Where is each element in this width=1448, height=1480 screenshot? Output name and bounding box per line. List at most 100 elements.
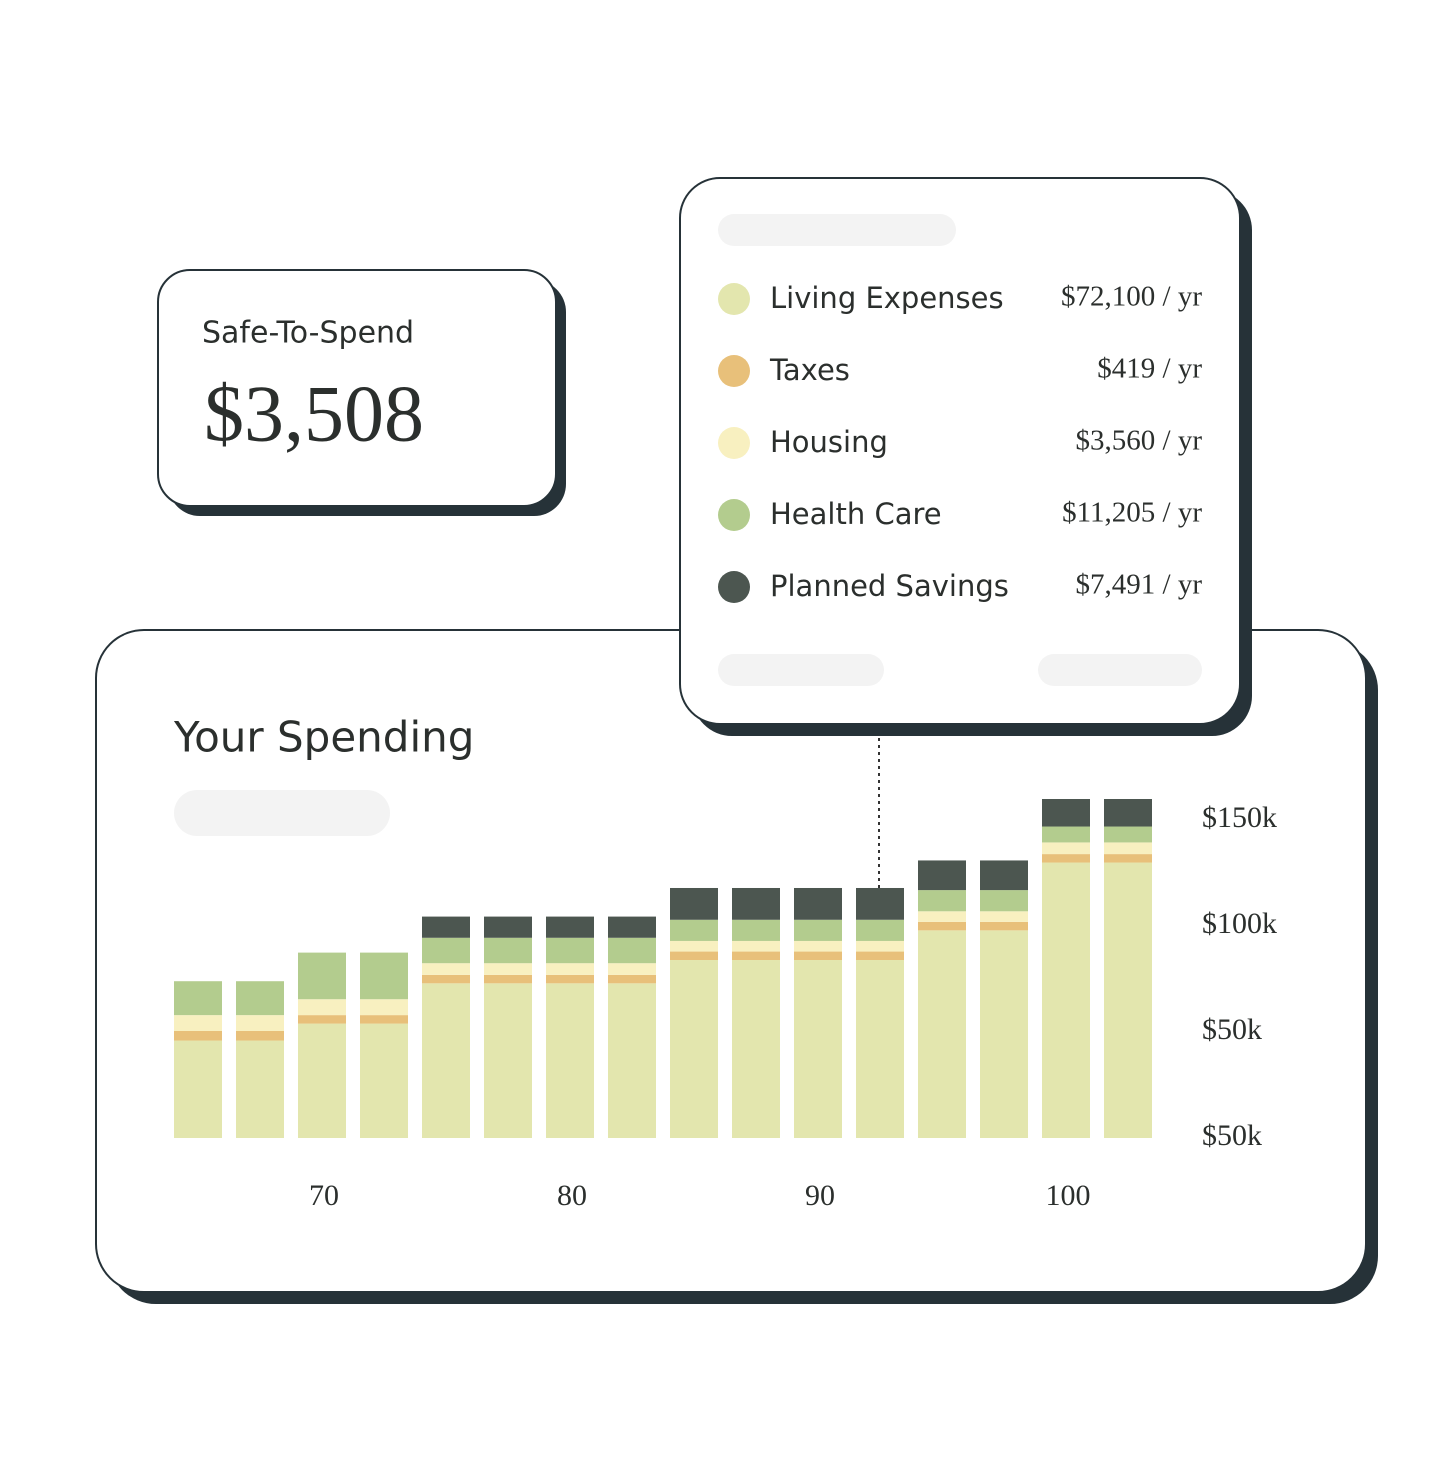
bar-segment bbox=[360, 952, 408, 1000]
bar-segment bbox=[1042, 826, 1090, 843]
bar-segment bbox=[732, 919, 780, 941]
bar-segment bbox=[670, 887, 718, 920]
bar-segment bbox=[236, 1040, 284, 1138]
bar-segment bbox=[484, 983, 532, 1138]
bar-segment bbox=[608, 963, 656, 975]
bar-segment bbox=[298, 1015, 346, 1024]
legend-label: Living Expenses bbox=[770, 281, 1004, 315]
bar-segment bbox=[1104, 862, 1152, 1138]
bar-segment bbox=[422, 974, 470, 984]
bar-segment bbox=[1042, 842, 1090, 855]
safe-amount: $3,508 bbox=[204, 370, 424, 458]
chart-title: Your Spending bbox=[173, 713, 474, 762]
legend-label: Taxes bbox=[769, 353, 850, 387]
bar-segment bbox=[1104, 799, 1152, 827]
bar-segment bbox=[1042, 854, 1090, 863]
y-tick-label: $100k bbox=[1202, 907, 1277, 940]
x-tick-label: 100 bbox=[1046, 1179, 1091, 1212]
bar-segment bbox=[298, 952, 346, 1000]
bar-segment bbox=[918, 930, 966, 1138]
bar-segment bbox=[422, 963, 470, 975]
legend-swatch bbox=[718, 571, 750, 603]
bar-segment bbox=[1042, 862, 1090, 1138]
bar-segment bbox=[670, 919, 718, 941]
bar-segment bbox=[670, 960, 718, 1138]
bar-segment bbox=[732, 960, 780, 1138]
bar-segment bbox=[546, 983, 594, 1138]
safe-label: Safe-To-Spend bbox=[202, 316, 414, 351]
bar-segment bbox=[794, 887, 842, 920]
safe-card bbox=[157, 269, 557, 507]
bar-segment bbox=[794, 919, 842, 941]
placeholder bbox=[174, 790, 390, 836]
bar-segment bbox=[546, 963, 594, 975]
x-tick-label: 80 bbox=[557, 1179, 587, 1212]
bar-segment bbox=[980, 921, 1028, 931]
tooltip-card bbox=[679, 177, 1241, 725]
bar-segment bbox=[918, 860, 966, 891]
bar-segment bbox=[856, 940, 904, 952]
bar-segment bbox=[484, 974, 532, 984]
bar-segment bbox=[608, 916, 656, 938]
bar-segment bbox=[546, 916, 594, 938]
bar-segment bbox=[546, 974, 594, 984]
bar-segment bbox=[980, 890, 1028, 912]
legend-amount: $11,205 / yr bbox=[1062, 497, 1202, 529]
bar-segment bbox=[794, 960, 842, 1138]
bar-segment bbox=[918, 921, 966, 931]
bar-segment bbox=[174, 981, 222, 1016]
legend-amount: $419 / yr bbox=[1097, 353, 1202, 385]
legend-swatch bbox=[718, 427, 750, 459]
bar-segment bbox=[360, 1023, 408, 1138]
y-tick-label: $50k bbox=[1202, 1013, 1262, 1046]
bar-segment bbox=[484, 937, 532, 964]
bar-segment bbox=[794, 951, 842, 961]
placeholder bbox=[718, 214, 956, 246]
bar-segment bbox=[1104, 842, 1152, 855]
legend-swatch bbox=[718, 355, 750, 387]
y-tick-label: $50k bbox=[1202, 1119, 1262, 1152]
bar-segment bbox=[980, 911, 1028, 922]
bar-segment bbox=[422, 937, 470, 964]
bar-segment bbox=[484, 916, 532, 938]
y-tick-label: $150k bbox=[1202, 801, 1277, 834]
bar-segment bbox=[670, 951, 718, 961]
bar-segment bbox=[980, 930, 1028, 1138]
bar-segment bbox=[732, 887, 780, 920]
bar-segment bbox=[980, 860, 1028, 891]
legend-label: Planned Savings bbox=[770, 569, 1009, 603]
bar-segment bbox=[732, 940, 780, 952]
bar-segment bbox=[1104, 854, 1152, 863]
bar-segment bbox=[856, 919, 904, 941]
bar-segment bbox=[422, 983, 470, 1138]
legend: Living Expenses $72,100 / yr Taxes $419 / y… bbox=[718, 281, 1202, 603]
bar-segment bbox=[298, 999, 346, 1016]
bar-segment bbox=[174, 1015, 222, 1032]
legend-amount: $7,491 / yr bbox=[1076, 569, 1203, 601]
bar-segment bbox=[608, 974, 656, 984]
bar-segment bbox=[918, 911, 966, 922]
bar-segment bbox=[732, 951, 780, 961]
bar-segment bbox=[174, 1031, 222, 1041]
plot: $150k $100k $50k $50k 70 80 90 100 bbox=[174, 799, 1277, 1212]
bar-segment bbox=[236, 981, 284, 1016]
placeholder bbox=[1038, 654, 1202, 686]
bar-segment bbox=[856, 887, 904, 920]
placeholder bbox=[718, 654, 884, 686]
legend-amount: $3,560 / yr bbox=[1076, 425, 1203, 457]
bar-segment bbox=[856, 960, 904, 1138]
bar-segment bbox=[794, 940, 842, 952]
bar-segment bbox=[856, 951, 904, 961]
bar-segment bbox=[670, 940, 718, 952]
bar-segment bbox=[484, 963, 532, 975]
legend-swatch bbox=[718, 283, 750, 315]
bar-segment bbox=[298, 1023, 346, 1138]
x-tick-label: 70 bbox=[309, 1179, 339, 1212]
bar-segment bbox=[174, 1040, 222, 1138]
bar-segment bbox=[918, 890, 966, 912]
bar-segment bbox=[608, 983, 656, 1138]
bar-segment bbox=[360, 999, 408, 1016]
bar-segment bbox=[360, 1015, 408, 1024]
x-tick-label: 90 bbox=[805, 1179, 835, 1212]
